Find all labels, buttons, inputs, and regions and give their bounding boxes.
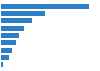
Bar — [1, 55, 9, 60]
Bar — [1, 4, 89, 9]
Bar — [1, 19, 32, 23]
Bar — [1, 62, 3, 67]
Bar — [1, 11, 45, 16]
Bar — [1, 48, 12, 52]
Bar — [1, 26, 24, 31]
Bar — [1, 40, 16, 45]
Bar — [1, 33, 19, 38]
